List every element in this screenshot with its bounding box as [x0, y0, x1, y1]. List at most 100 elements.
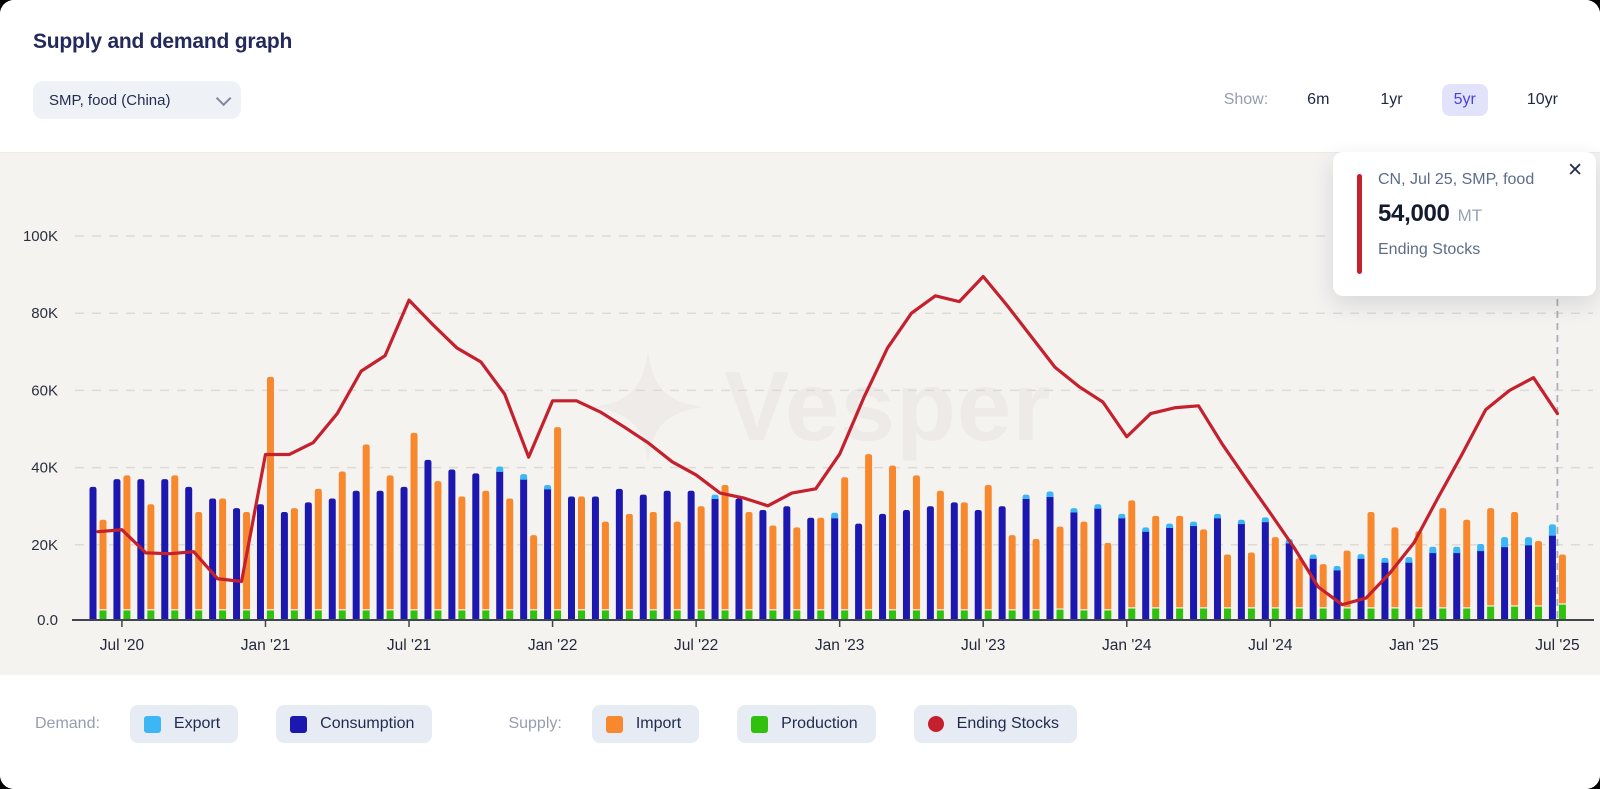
consumption-bar[interactable]: [759, 510, 767, 620]
production-bar[interactable]: [1271, 608, 1279, 620]
import-bar[interactable]: [1511, 511, 1519, 606]
production-bar[interactable]: [578, 610, 585, 620]
production-bar[interactable]: [386, 610, 394, 620]
import-bar[interactable]: [1223, 554, 1231, 608]
consumption-bar[interactable]: [879, 513, 887, 620]
production-bar[interactable]: [1152, 608, 1160, 620]
consumption-bar[interactable]: [1309, 556, 1317, 620]
import-bar[interactable]: [554, 427, 562, 610]
consumption-bar[interactable]: [1213, 515, 1221, 620]
consumption-bar[interactable]: [1237, 521, 1245, 620]
production-bar[interactable]: [1439, 608, 1447, 620]
production-bar[interactable]: [1367, 608, 1375, 620]
production-bar[interactable]: [1080, 610, 1088, 620]
legend-item-production[interactable]: Production: [737, 705, 876, 743]
consumption-bar[interactable]: [1094, 506, 1102, 620]
consumption-bar[interactable]: [1548, 533, 1556, 620]
legend-item-export[interactable]: Export: [129, 705, 239, 743]
import-bar[interactable]: [1439, 508, 1447, 608]
consumption-bar[interactable]: [1046, 494, 1054, 620]
consumption-bar[interactable]: [1333, 567, 1341, 620]
export-bar[interactable]: [1381, 557, 1389, 563]
import-bar[interactable]: [1128, 500, 1136, 608]
consumption-bar[interactable]: [400, 486, 408, 620]
production-bar[interactable]: [649, 610, 657, 620]
consumption-bar[interactable]: [735, 498, 743, 620]
production-bar[interactable]: [1104, 610, 1112, 620]
consumption-bar[interactable]: [1022, 496, 1030, 620]
consumption-bar[interactable]: [1453, 550, 1461, 620]
production-bar[interactable]: [1247, 608, 1255, 620]
consumption-bar[interactable]: [639, 494, 647, 620]
production-bar[interactable]: [865, 610, 873, 620]
production-bar[interactable]: [314, 610, 322, 620]
production-bar[interactable]: [1056, 609, 1064, 620]
consumption-bar[interactable]: [855, 523, 863, 620]
export-bar[interactable]: [496, 466, 504, 473]
consumption-bar[interactable]: [902, 510, 910, 620]
consumption-bar[interactable]: [280, 511, 288, 620]
consumption-bar[interactable]: [424, 459, 432, 620]
import-bar[interactable]: [266, 376, 274, 610]
import-bar[interactable]: [865, 454, 873, 610]
export-bar[interactable]: [1070, 508, 1078, 513]
import-bar[interactable]: [625, 513, 633, 610]
export-bar[interactable]: [1118, 513, 1126, 519]
import-bar[interactable]: [649, 511, 657, 610]
production-bar[interactable]: [1463, 608, 1471, 620]
import-bar[interactable]: [1008, 535, 1016, 610]
import-bar[interactable]: [1176, 515, 1184, 608]
production-bar[interactable]: [1319, 608, 1327, 620]
import-bar[interactable]: [434, 481, 442, 610]
production-bar[interactable]: [1128, 608, 1136, 620]
export-bar[interactable]: [711, 494, 719, 500]
import-bar[interactable]: [912, 475, 920, 610]
consumption-bar[interactable]: [89, 486, 97, 620]
export-bar[interactable]: [1477, 544, 1485, 552]
production-bar[interactable]: [1535, 606, 1542, 620]
production-bar[interactable]: [601, 610, 609, 620]
production-bar[interactable]: [1558, 604, 1566, 620]
import-bar[interactable]: [889, 465, 897, 610]
import-bar[interactable]: [960, 502, 968, 610]
consumption-bar[interactable]: [209, 498, 217, 620]
import-bar[interactable]: [147, 504, 155, 610]
export-bar[interactable]: [831, 512, 839, 519]
import-bar[interactable]: [1032, 539, 1040, 610]
production-bar[interactable]: [1008, 610, 1016, 620]
import-bar[interactable]: [673, 521, 681, 610]
timeframe-5yr[interactable]: 5yr: [1441, 84, 1488, 116]
production-bar[interactable]: [1295, 608, 1303, 620]
import-bar[interactable]: [1487, 508, 1495, 606]
export-bar[interactable]: [1548, 524, 1556, 536]
import-bar[interactable]: [793, 527, 801, 610]
consumption-bar[interactable]: [687, 490, 695, 620]
consumption-bar[interactable]: [926, 506, 934, 620]
production-bar[interactable]: [1487, 606, 1495, 620]
ending-stocks-line[interactable]: [96, 274, 1560, 607]
export-bar[interactable]: [1046, 491, 1054, 498]
consumption-bar[interactable]: [1142, 529, 1150, 620]
production-bar[interactable]: [984, 610, 992, 620]
production-bar[interactable]: [841, 610, 849, 620]
import-bar[interactable]: [195, 511, 203, 610]
consumption-bar[interactable]: [448, 469, 456, 620]
consumption-bar[interactable]: [615, 488, 623, 620]
consumption-bar[interactable]: [591, 496, 599, 620]
timeframe-6m[interactable]: 6m: [1295, 84, 1341, 116]
import-bar[interactable]: [721, 484, 729, 610]
import-bar[interactable]: [1463, 519, 1471, 608]
export-bar[interactable]: [1405, 557, 1413, 563]
production-bar[interactable]: [721, 610, 729, 620]
consumption-bar[interactable]: [568, 496, 575, 620]
consumption-bar[interactable]: [304, 502, 312, 620]
import-bar[interactable]: [386, 475, 394, 610]
export-bar[interactable]: [1525, 537, 1532, 546]
production-bar[interactable]: [1223, 608, 1231, 620]
import-bar[interactable]: [1535, 540, 1542, 606]
export-bar[interactable]: [1190, 521, 1198, 527]
production-bar[interactable]: [290, 610, 298, 620]
import-bar[interactable]: [601, 521, 609, 610]
production-bar[interactable]: [123, 610, 131, 620]
production-bar[interactable]: [266, 610, 274, 620]
